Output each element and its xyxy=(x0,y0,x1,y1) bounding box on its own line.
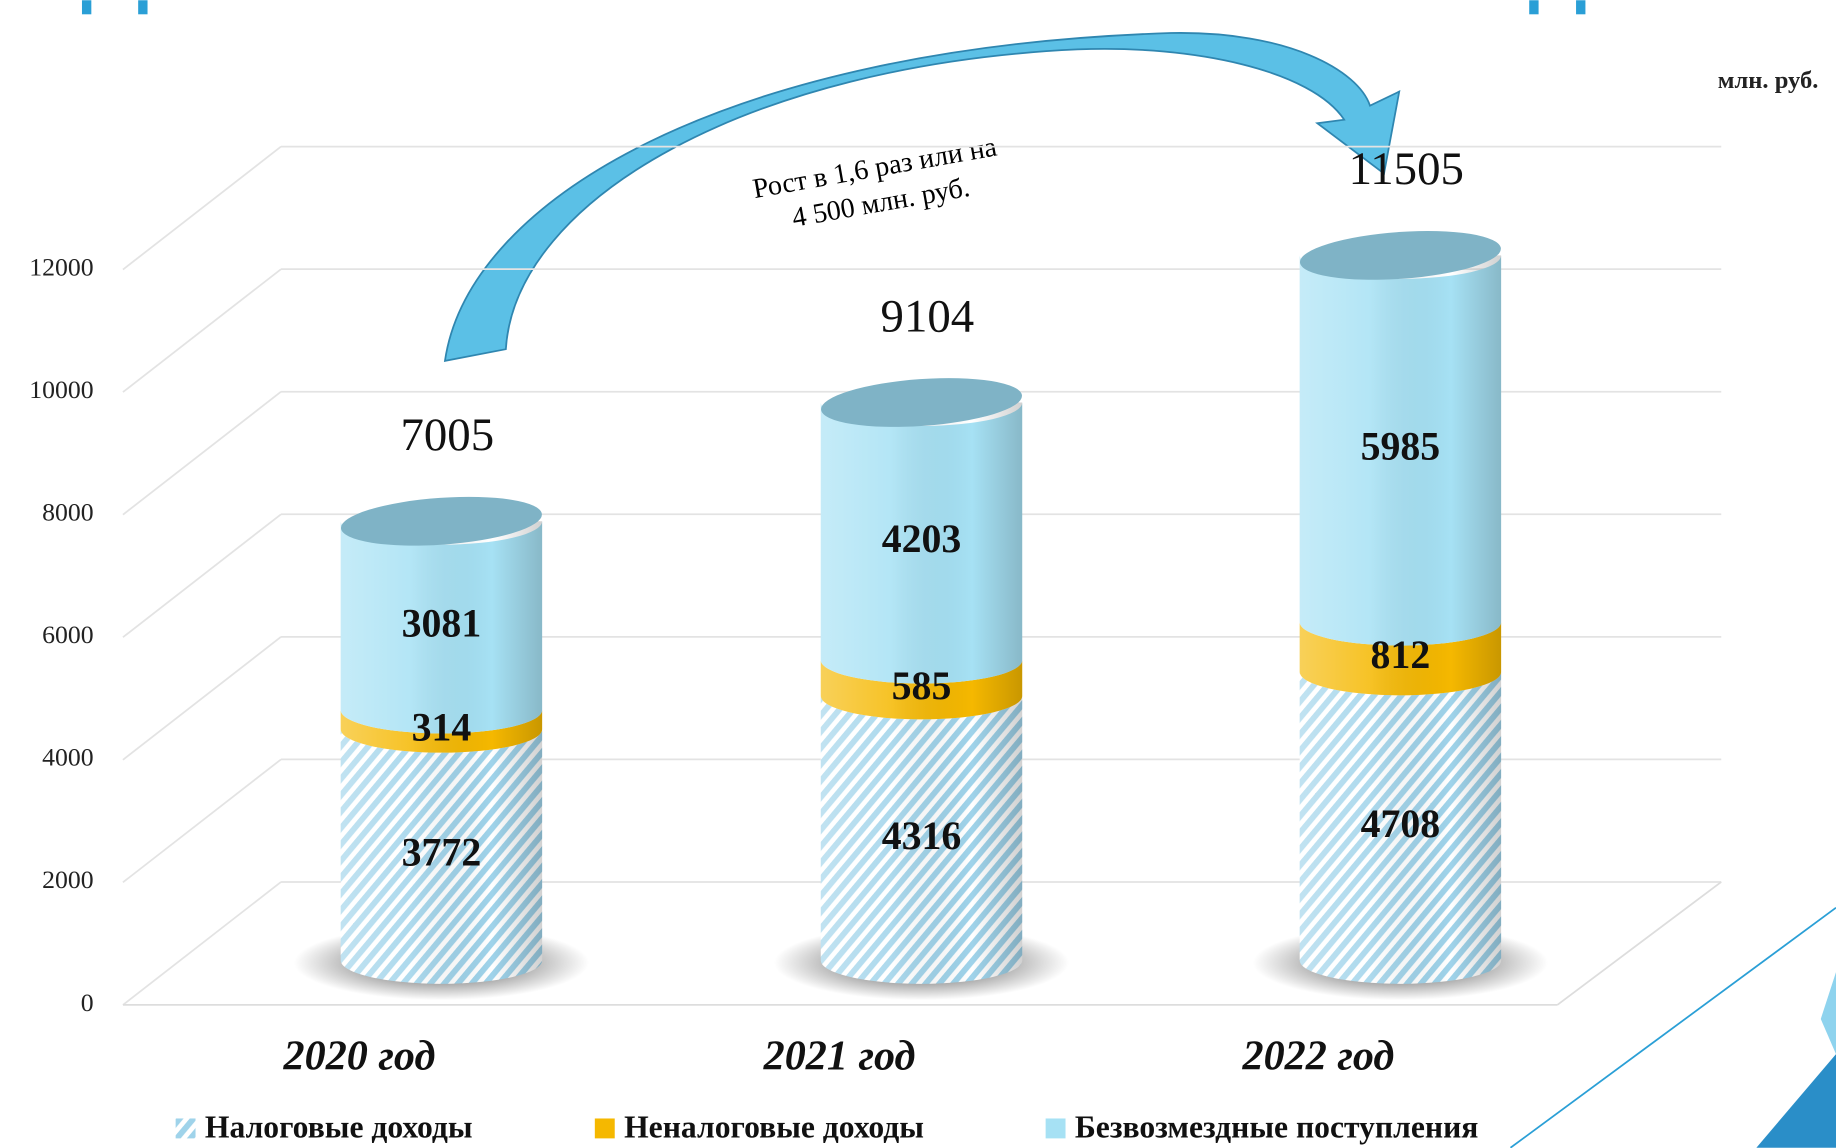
value-label: 812 xyxy=(1371,633,1431,677)
floor-line xyxy=(1556,881,1722,1006)
value-label: 4203 xyxy=(882,517,962,561)
grid-line xyxy=(122,758,282,884)
cylinder-top xyxy=(1299,231,1501,280)
cylinder-top xyxy=(340,496,542,546)
growth-arrow xyxy=(443,32,1401,362)
value-label: 3772 xyxy=(402,831,482,875)
x-tick-label: 2022 год xyxy=(1242,1033,1395,1080)
legend-swatch xyxy=(594,1118,615,1139)
value-label: 3081 xyxy=(402,601,482,645)
grid-line xyxy=(122,881,282,1006)
grid-line xyxy=(122,636,282,761)
y-tick-label: 8000 xyxy=(42,498,94,527)
value-label: 5985 xyxy=(1361,425,1441,469)
grid-line xyxy=(122,513,282,638)
y-tick-label: 12000 xyxy=(29,252,93,281)
value-label: 314 xyxy=(412,705,472,749)
value-label: 4708 xyxy=(1361,802,1441,846)
total-label: 7005 xyxy=(400,409,494,461)
y-tick-label: 10000 xyxy=(29,375,93,404)
legend-swatch xyxy=(175,1118,196,1139)
legend-label: Безвозмездные поступления xyxy=(1075,1109,1479,1144)
grid-line xyxy=(122,145,282,271)
value-label: 4316 xyxy=(882,814,962,858)
legend-label: Неналоговые доходы xyxy=(624,1109,924,1144)
bar-shading xyxy=(820,402,1023,984)
decoration xyxy=(81,0,1836,1148)
y-tick-label: 6000 xyxy=(42,620,94,649)
grid-line xyxy=(122,391,282,516)
legend-swatch xyxy=(1045,1118,1066,1139)
cylinder-top xyxy=(821,378,1022,427)
bar-shading xyxy=(1299,255,1502,984)
bar-shading xyxy=(340,521,543,984)
total-label: 9104 xyxy=(881,290,975,342)
legend-label: Налоговые доходы xyxy=(205,1109,473,1144)
value-label: 585 xyxy=(892,664,952,708)
y-tick-label: 2000 xyxy=(42,865,94,894)
grid-line xyxy=(122,268,282,393)
unit-label: млн. руб. xyxy=(1718,67,1819,94)
annotation: Рост в 1,6 раз или на 4 500 млн. руб. xyxy=(750,131,999,233)
y-tick-label: 0 xyxy=(81,988,94,1017)
x-tick-label: 2020 год xyxy=(283,1033,436,1080)
total-label: 11505 xyxy=(1349,143,1464,195)
y-tick-label: 4000 xyxy=(42,743,94,772)
x-tick-label: 2021 год xyxy=(763,1033,916,1080)
